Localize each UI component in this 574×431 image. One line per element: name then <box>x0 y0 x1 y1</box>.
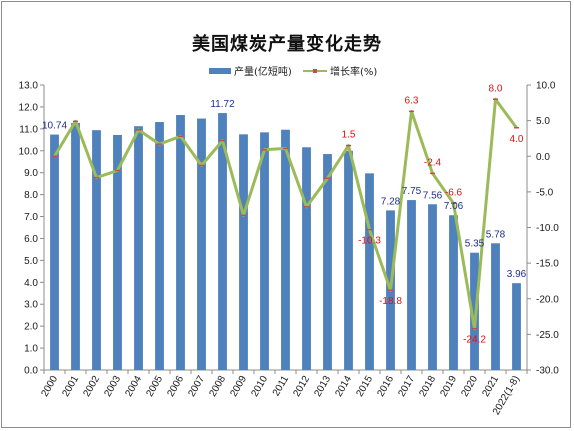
y-right-tick-label: -20.0 <box>536 294 559 305</box>
y-left-tick-label: 1.0 <box>24 344 38 355</box>
y-right-tick-label: 5.0 <box>536 116 550 127</box>
bar <box>197 118 206 371</box>
legend-swatch-marker <box>313 69 317 73</box>
x-tick-label: 2007 <box>186 374 207 399</box>
x-tick-label: 2000 <box>39 374 60 399</box>
x-tick-label: 2002 <box>81 374 102 399</box>
y-right-tick-label: -30.0 <box>536 366 559 377</box>
bar <box>281 129 290 370</box>
x-tick-label: 2018 <box>417 374 438 399</box>
bar <box>491 243 500 370</box>
legend-swatch-bar <box>209 68 231 74</box>
bar <box>302 147 311 370</box>
y-left-tick-label: 0.0 <box>24 366 38 377</box>
bar <box>50 134 59 370</box>
bar <box>260 132 269 370</box>
growth-value-label: -6.6 <box>445 187 463 198</box>
x-tick-label: 2010 <box>249 374 270 399</box>
growth-value-label: 8.0 <box>489 83 503 94</box>
bar-value-label: 5.78 <box>486 229 506 240</box>
bar <box>239 134 248 370</box>
y-left-tick-label: 10.0 <box>19 146 39 157</box>
bar <box>92 130 101 370</box>
x-tick-label: 2006 <box>165 374 186 399</box>
bar <box>449 215 458 370</box>
bar-value-label: 3.96 <box>507 269 527 280</box>
y-right-tick-label: -5.0 <box>536 187 554 198</box>
x-tick-label: 2008 <box>207 374 228 399</box>
bar <box>365 173 374 370</box>
x-tick-label: 2019 <box>438 374 459 399</box>
bar <box>344 150 353 370</box>
growth-value-label: -18.8 <box>379 296 402 307</box>
y-left-tick-label: 11.0 <box>19 124 38 135</box>
y-right-tick-label: -10.0 <box>536 223 559 234</box>
y-left-tick-label: 7.0 <box>24 212 38 223</box>
growth-value-label: -2.4 <box>424 157 442 168</box>
x-tick-label: 2004 <box>123 374 144 399</box>
growth-value-label: 6.3 <box>405 95 419 106</box>
bar-value-label: 7.06 <box>444 201 464 212</box>
bar <box>470 252 479 370</box>
y-left-tick-label: 13.0 <box>19 81 39 92</box>
x-tick-label: 2005 <box>144 374 165 399</box>
x-tick-label: 2021 <box>480 374 501 399</box>
bar <box>155 122 164 370</box>
x-tick-label: 2017 <box>396 374 417 399</box>
x-tick-label: 2016 <box>375 374 396 399</box>
x-tick-label: 2020 <box>459 374 480 399</box>
x-tick-label: 2011 <box>271 374 291 399</box>
bar <box>323 154 332 370</box>
x-tick-label: 2009 <box>228 374 249 399</box>
bar <box>512 283 521 370</box>
bar-value-label: 7.28 <box>381 196 401 207</box>
y-left-tick-label: 4.0 <box>24 278 38 289</box>
y-right-tick-label: -15.0 <box>536 259 559 270</box>
growth-value-label: 1.5 <box>342 130 356 141</box>
legend-label-growth: 增长率(%) <box>330 65 377 78</box>
bar <box>428 204 437 370</box>
bar-value-label: 7.56 <box>423 190 443 201</box>
bar <box>407 200 416 370</box>
legend-label-production: 产量(亿短吨) <box>234 65 292 78</box>
x-tick-label: 2015 <box>354 374 375 399</box>
y-right-tick-label: 10.0 <box>536 81 556 92</box>
bar <box>113 134 122 370</box>
y-left-tick-label: 2.0 <box>24 322 38 333</box>
y-left-tick-label: 5.0 <box>24 256 38 267</box>
bar-value-label: 7.75 <box>402 186 422 197</box>
y-left-tick-label: 9.0 <box>24 168 38 179</box>
bar <box>71 122 80 370</box>
bar-value-label: 5.35 <box>465 239 485 250</box>
y-left-tick-label: 6.0 <box>24 234 38 245</box>
y-right-tick-label: -25.0 <box>536 330 559 341</box>
y-left-tick-label: 3.0 <box>24 300 38 311</box>
x-tick-label: 2003 <box>102 374 123 399</box>
bar <box>134 126 143 370</box>
growth-value-label: -10.3 <box>358 236 381 247</box>
y-left-tick-label: 8.0 <box>24 190 38 201</box>
x-tick-label: 2012 <box>291 374 312 399</box>
y-right-tick-label: 0.0 <box>536 152 550 163</box>
y-left-tick-label: 12.0 <box>19 102 39 113</box>
bar-value-label: 11.72 <box>210 99 235 110</box>
bar-value-label: 10.74 <box>42 121 67 132</box>
x-tick-label: 2013 <box>312 374 333 399</box>
chart-title: 美国煤炭产量变化走势 <box>192 34 382 55</box>
x-tick-label: 2014 <box>333 374 354 399</box>
bar <box>176 115 185 371</box>
growth-value-label: -24.2 <box>463 335 486 346</box>
growth-value-label: 4.0 <box>510 134 524 145</box>
legend: 产量(亿短吨) 增长率(%) <box>209 65 377 78</box>
bar <box>218 113 227 371</box>
x-tick-label: 2001 <box>60 374 81 399</box>
